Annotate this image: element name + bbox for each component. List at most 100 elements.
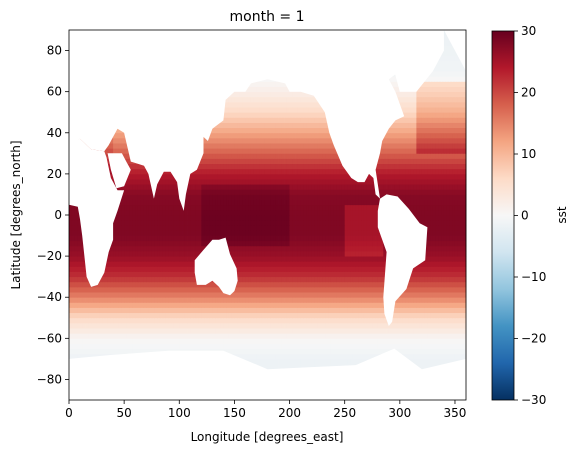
sst-cell xyxy=(275,276,279,283)
sst-cell xyxy=(300,250,304,257)
sst-cell xyxy=(146,343,150,350)
sst-cell xyxy=(115,297,120,303)
sst-cell xyxy=(245,271,249,278)
sst-cell xyxy=(427,240,431,247)
sst-cell xyxy=(363,307,368,314)
sst-cell xyxy=(441,235,445,242)
sst-cell xyxy=(443,343,448,350)
sst-cell xyxy=(350,286,354,293)
sst-cell xyxy=(457,276,461,283)
sst-cell xyxy=(77,261,81,267)
sst-cell xyxy=(201,245,205,252)
sst-cell xyxy=(259,358,263,365)
sst-cell xyxy=(443,281,448,288)
sst-cell xyxy=(234,322,238,329)
sst-cell xyxy=(460,245,464,252)
sst-cell xyxy=(317,322,321,329)
sst-cell xyxy=(402,328,406,334)
sst-cell xyxy=(322,358,326,365)
sst-cell xyxy=(270,307,274,314)
sst-cell xyxy=(146,245,150,252)
sst-cell xyxy=(270,302,274,308)
sst-cell xyxy=(300,281,304,288)
sst-cell xyxy=(250,343,255,350)
sst-cell xyxy=(297,343,301,350)
sst-cell xyxy=(261,266,266,272)
sst-cell xyxy=(454,266,459,272)
sst-cell xyxy=(102,343,106,350)
sst-cell xyxy=(234,220,238,226)
sst-cell xyxy=(264,240,268,247)
sst-cell xyxy=(140,302,144,308)
sst-cell xyxy=(151,250,155,257)
sst-cell xyxy=(173,281,177,288)
sst-cell xyxy=(286,240,290,247)
sst-cell xyxy=(446,271,450,278)
sst-cell xyxy=(159,245,164,252)
sst-cell xyxy=(377,281,381,288)
sst-cell xyxy=(358,250,362,257)
sst-cell xyxy=(182,225,186,231)
sst-cell xyxy=(427,358,431,365)
sst-cell xyxy=(454,322,459,329)
sst-cell xyxy=(129,322,133,329)
sst-cell xyxy=(314,281,318,288)
sst-cell xyxy=(369,348,373,355)
sst-cell xyxy=(344,266,348,272)
sst-cell xyxy=(452,358,456,365)
sst-cell xyxy=(366,333,370,339)
sst-cell xyxy=(242,286,246,293)
sst-cell xyxy=(184,333,188,339)
sst-cell xyxy=(184,250,188,257)
sst-cell xyxy=(91,353,95,360)
sst-cell xyxy=(115,348,120,355)
sst-cell xyxy=(419,322,423,329)
sst-cell xyxy=(341,353,346,360)
sst-cell xyxy=(118,225,122,231)
sst-cell xyxy=(347,348,351,355)
sst-cell xyxy=(118,328,122,334)
sst-cell xyxy=(135,230,139,236)
sst-cell xyxy=(80,292,84,298)
sst-cell xyxy=(443,266,448,272)
sst-cell xyxy=(432,328,437,334)
sst-cell xyxy=(328,307,332,314)
sst-cell xyxy=(193,240,197,247)
sst-cell xyxy=(341,240,346,247)
sst-cell xyxy=(190,240,194,247)
sst-cell xyxy=(361,302,365,308)
sst-cell xyxy=(278,266,282,272)
sst-cell xyxy=(303,281,307,288)
sst-cell xyxy=(124,266,128,272)
sst-cell xyxy=(204,235,208,242)
sst-cell xyxy=(355,348,359,355)
sst-cell xyxy=(195,240,199,247)
sst-cell xyxy=(319,230,324,236)
sst-cell xyxy=(284,348,288,355)
sst-cell xyxy=(157,266,161,272)
sst-cell xyxy=(198,240,202,247)
sst-cell xyxy=(339,235,343,242)
sst-cell xyxy=(317,343,321,350)
sst-cell xyxy=(372,250,376,257)
sst-cell xyxy=(242,266,246,272)
sst-cell xyxy=(339,240,343,247)
sst-cell xyxy=(157,338,161,344)
sst-cell xyxy=(308,297,313,303)
sst-cell xyxy=(135,271,139,278)
sst-cell xyxy=(113,328,117,334)
sst-cell xyxy=(190,225,194,231)
sst-cell xyxy=(198,230,202,236)
sst-cell xyxy=(303,256,307,262)
sst-cell xyxy=(314,220,318,226)
sst-cell xyxy=(463,261,467,267)
sst-cell xyxy=(273,235,277,242)
sst-cell xyxy=(441,281,445,288)
sst-cell xyxy=(113,235,117,242)
sst-cell xyxy=(165,292,169,298)
sst-cell xyxy=(80,276,84,283)
sst-cell xyxy=(358,307,362,314)
sst-cell xyxy=(284,322,288,329)
sst-cell xyxy=(242,338,246,344)
sst-cell xyxy=(363,343,368,350)
